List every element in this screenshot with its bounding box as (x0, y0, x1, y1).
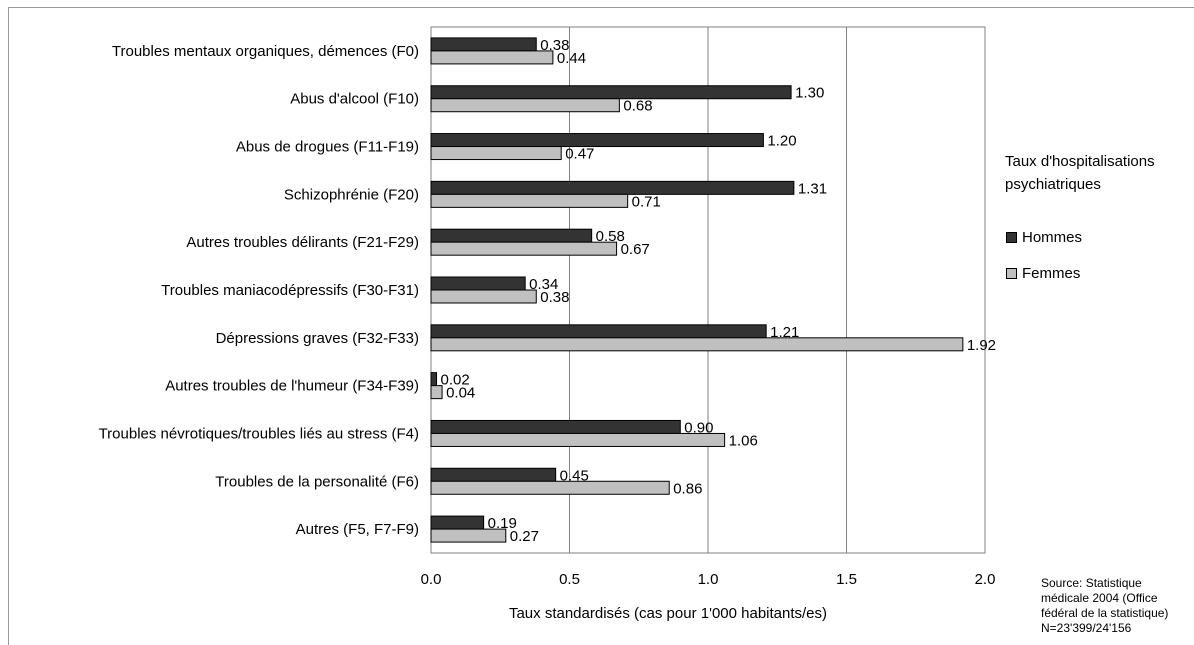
legend-item-hommes: Hommes (1006, 229, 1082, 246)
data-label-hommes-5: 0.34 (529, 276, 558, 293)
bar-femmes-1 (430, 98, 620, 113)
category-label-10: Autres (F5, F7-F9) (296, 521, 419, 538)
bar-hommes-5 (430, 276, 526, 291)
data-label-hommes-0: 0.38 (540, 37, 569, 54)
legend-swatch-hommes (1006, 232, 1017, 243)
x-tick-label-4: 2.0 (975, 571, 996, 588)
data-label-femmes-3: 0.71 (632, 193, 661, 210)
bar-femmes-9 (430, 480, 670, 495)
bar-hommes-6 (430, 324, 767, 339)
data-label-hommes-6: 1.21 (770, 324, 799, 341)
frame-left-border (8, 7, 9, 645)
category-label-4: Autres troubles délirants (F21-F29) (186, 234, 419, 251)
category-label-6: Dépressions graves (F32-F33) (216, 330, 419, 347)
x-tick-label-3: 1.5 (836, 571, 857, 588)
bar-femmes-10 (430, 528, 507, 543)
data-label-femmes-6: 1.92 (967, 337, 996, 354)
data-label-hommes-3: 1.31 (798, 180, 827, 197)
bar-femmes-4 (430, 241, 618, 256)
data-label-femmes-9: 0.86 (673, 480, 702, 497)
x-tick-label-0: 0.0 (421, 571, 442, 588)
legend-label-hommes: Hommes (1022, 229, 1083, 246)
data-label-hommes-4: 0.58 (596, 228, 625, 245)
data-label-femmes-8: 1.06 (729, 432, 758, 449)
legend-swatch-femmes (1006, 268, 1017, 279)
bar-hommes-7 (430, 372, 438, 387)
category-label-5: Troubles maniacodépressifs (F30-F31) (161, 282, 419, 299)
x-tick-label-2: 1.0 (698, 571, 719, 588)
data-label-hommes-8: 0.90 (684, 419, 713, 436)
legend-item-femmes: Femmes (1006, 265, 1080, 282)
category-label-8: Troubles névrotiques/troubles liés au st… (99, 425, 419, 442)
bar-femmes-3 (430, 193, 629, 208)
category-label-1: Abus d'alcool (F10) (290, 91, 419, 108)
data-label-femmes-0: 0.44 (557, 50, 586, 67)
bar-femmes-5 (430, 289, 537, 304)
data-label-femmes-7: 0.04 (446, 385, 475, 402)
category-label-2: Abus de drogues (F11-F19) (236, 139, 419, 156)
x-tick-label-1: 0.5 (559, 571, 580, 588)
legend-title: Taux d'hospitalisations psychiatriques (1005, 153, 1155, 193)
category-label-9: Troubles de la personalité (F6) (215, 473, 419, 490)
data-label-hommes-1: 1.30 (795, 85, 824, 102)
x-axis-title: Taux standardisés (cas pour 1'000 habita… (509, 605, 827, 622)
bar-hommes-9 (430, 467, 557, 482)
data-label-hommes-7: 0.02 (441, 372, 470, 389)
data-label-hommes-10: 0.19 (488, 515, 517, 532)
frame-top-border (8, 7, 1194, 8)
source-note: Source: Statistique médicale 2004 (Offic… (1041, 576, 1169, 635)
bar-femmes-2 (430, 146, 562, 161)
data-label-femmes-2: 0.47 (565, 146, 594, 163)
category-label-7: Autres troubles de l'humeur (F34-F39) (165, 378, 419, 395)
bar-femmes-8 (430, 432, 726, 447)
bar-hommes-3 (430, 180, 795, 195)
bar-hommes-8 (430, 419, 681, 434)
bar-femmes-6 (430, 337, 964, 352)
legend-label-femmes: Femmes (1022, 265, 1081, 282)
data-label-hommes-2: 1.20 (767, 133, 796, 150)
category-label-0: Troubles mentaux organiques, démences (F… (112, 43, 419, 60)
data-label-femmes-1: 0.68 (623, 98, 652, 115)
bar-hommes-2 (430, 133, 764, 148)
bar-hommes-0 (430, 37, 537, 52)
data-label-femmes-5: 0.38 (540, 289, 569, 306)
bar-hommes-10 (430, 515, 485, 530)
data-label-hommes-9: 0.45 (560, 467, 589, 484)
bar-hommes-1 (430, 85, 792, 100)
category-label-3: Schizophrénie (F20) (284, 186, 419, 203)
bar-femmes-0 (430, 50, 554, 65)
data-label-femmes-4: 0.67 (621, 241, 650, 258)
data-label-femmes-10: 0.27 (510, 528, 539, 545)
bar-hommes-4 (430, 228, 593, 243)
bar-femmes-7 (430, 385, 443, 400)
